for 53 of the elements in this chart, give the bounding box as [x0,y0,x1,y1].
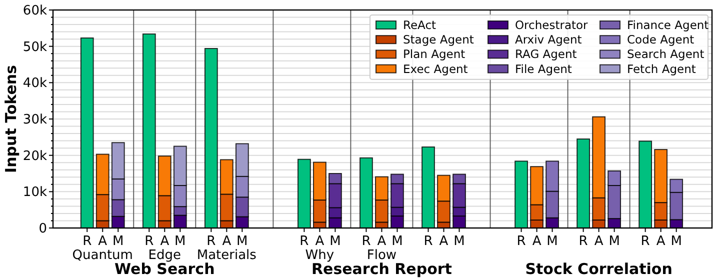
x-tick-label: M [174,234,186,249]
y-tick-label: 0 [38,222,47,237]
x-tick-label: A [656,234,666,249]
x-tick-label: A [160,234,170,249]
x-tick-label: A [377,234,386,249]
legend-label: Fetch Agent [627,62,696,76]
legend-label: File Agent [515,62,572,76]
x-tick-label: R [144,234,154,249]
x-tick-label: R [640,234,650,249]
legend-label: Orchestrator [515,18,588,32]
x-tick-label: A [532,234,542,249]
legend-label: Finance Agent [627,18,710,32]
x-tick-label: R [300,234,309,249]
legend-label: Plan Agent [403,47,466,62]
x-tick-label: R [362,234,371,249]
legend-label: ReAct [403,18,437,32]
legend-label: Stage Agent [403,32,474,47]
text: Flow [366,248,397,263]
x-tick-label: R [578,234,588,249]
x-tick-label: M [454,234,465,249]
legend-label: Arxiv Agent [515,32,582,47]
x-tick-label: A [98,234,108,249]
y-tick-label: 50k [22,40,48,55]
x-tick-label: M [236,234,248,249]
x-tick-label: M [330,234,341,249]
x-tick-label: M [670,234,682,249]
legend-label: RAG Agent [515,47,578,62]
x-tick-label: R [516,234,526,249]
legend-label: Code Agent [627,32,695,47]
text: Stock Correlation [525,260,672,278]
x-tick-label: M [546,234,558,249]
text: Quantum [72,248,133,263]
text: Materials [196,248,257,263]
text: Edge [148,248,181,263]
legend-label: Search Agent [627,47,705,62]
x-tick-label: M [608,234,620,249]
x-tick-label: A [222,234,232,249]
y-tick-label: 30k [22,112,48,128]
x-tick-label: R [206,234,216,249]
x-tick-label: A [594,234,604,249]
y-tick-label: 40k [22,76,48,92]
y-tick-label: 60k [22,4,48,19]
x-tick-label: R [82,234,92,249]
x-tick-label: A [439,234,448,249]
y-tick-label: 20k [22,148,48,164]
y-tick-label: 10k [22,185,48,200]
x-tick-label: R [424,234,433,249]
x-tick-label: M [392,234,403,249]
text: Why [305,248,334,263]
y-axis-title: Input Tokens [2,64,20,173]
legend-label: Exec Agent [403,62,468,76]
x-tick-label: M [112,234,124,249]
x-tick-label: A [315,234,324,249]
